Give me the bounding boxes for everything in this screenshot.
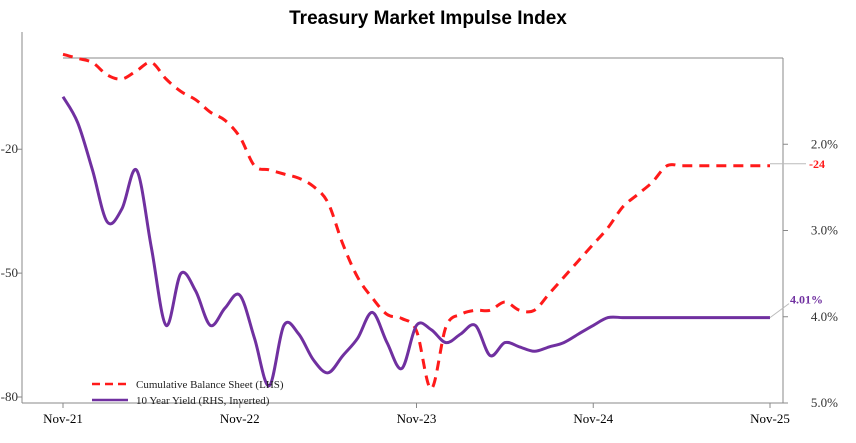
- end-labels: -24 4.01%: [769, 157, 825, 319]
- left-tick-label: -80: [1, 389, 18, 404]
- x-tick-label: Nov-25: [750, 411, 790, 426]
- right-axis-ticks: 2.0% 3.0% 4.0% 5.0%: [783, 136, 838, 410]
- left-tick-label: -50: [1, 265, 18, 280]
- legend: Cumulative Balance Sheet (LHS) 10 Year Y…: [92, 379, 284, 407]
- x-tick-label: Nov-21: [43, 411, 83, 426]
- right-tick-label: 3.0%: [811, 223, 838, 238]
- yield-end-label: 4.01%: [790, 293, 823, 307]
- legend-yield-label: 10 Year Yield (RHS, Inverted): [136, 395, 270, 407]
- balance-sheet-series-line: [62, 52, 770, 391]
- right-tick-label: 5.0%: [811, 395, 838, 410]
- chart-title: Treasury Market Impulse Index: [289, 8, 567, 29]
- x-tick-label: Nov-24: [573, 411, 613, 426]
- x-tick-label: Nov-23: [397, 411, 437, 426]
- yield-end-leader: [769, 303, 790, 319]
- x-tick-label: Nov-22: [220, 411, 260, 426]
- left-axis-ticks: -20 -50 -80: [1, 141, 22, 404]
- right-tick-label: 2.0%: [811, 136, 838, 151]
- legend-balance-label: Cumulative Balance Sheet (LHS): [136, 379, 284, 391]
- ten-year-yield-series-line: [61, 96, 770, 388]
- axes: [21, 32, 784, 404]
- x-axis-ticks: Nov-21 Nov-22 Nov-23 Nov-24 Nov-25: [43, 403, 790, 426]
- left-tick-label: -20: [1, 141, 18, 156]
- balance-end-label: -24: [809, 157, 825, 171]
- right-tick-label: 4.0%: [811, 309, 838, 324]
